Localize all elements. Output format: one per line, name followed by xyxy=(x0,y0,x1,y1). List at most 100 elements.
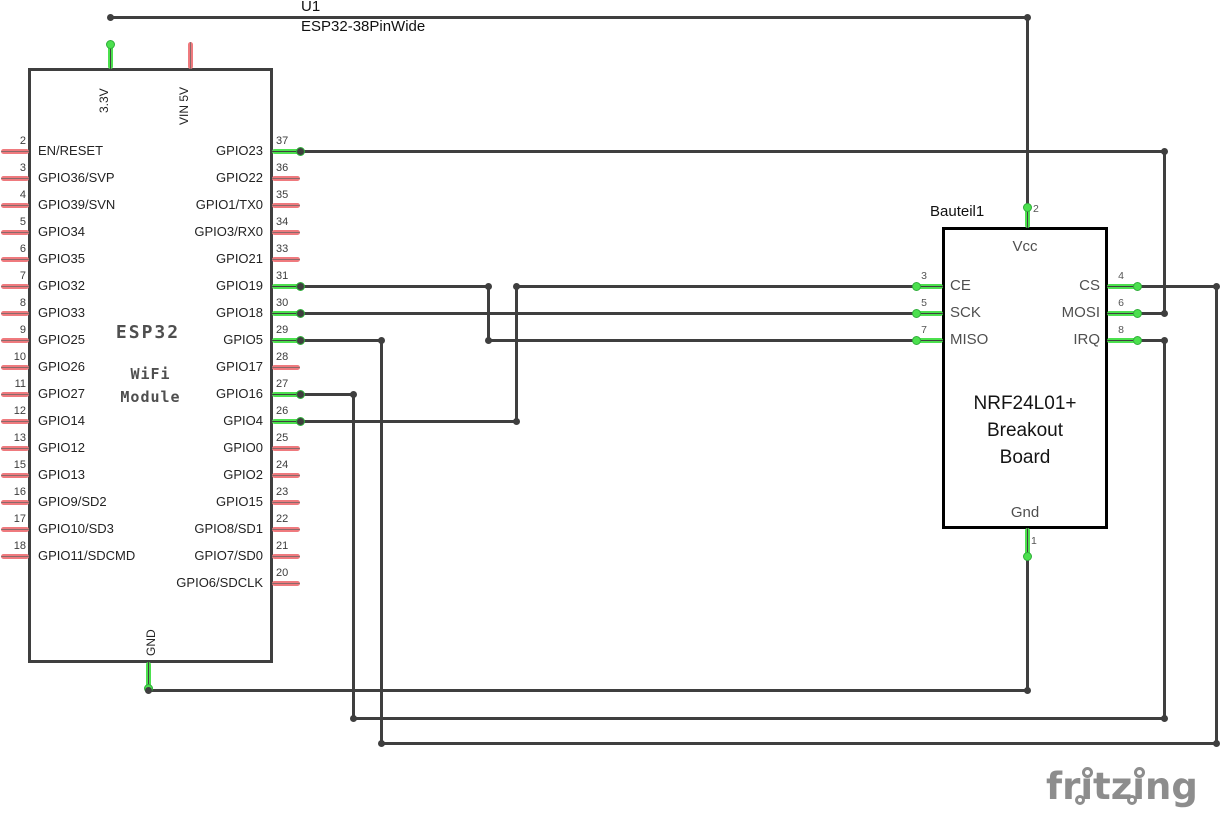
pin-nrf24-gnd[interactable] xyxy=(1024,528,1030,558)
pin-label-esp32-gpio17: GPIO17 xyxy=(216,359,263,374)
pin-esp32-gnd[interactable] xyxy=(145,662,151,690)
wire-gpio16-irq[interactable] xyxy=(352,716,1165,720)
pin-number-esp32-gpio2: 24 xyxy=(276,459,289,471)
pin-label-esp32-en-reset: EN/RESET xyxy=(38,143,104,158)
pin-esp32-gpio2[interactable] xyxy=(272,472,300,478)
pin-esp32-gpio19[interactable] xyxy=(272,283,300,289)
pin-esp32-gpio33[interactable] xyxy=(1,310,29,316)
pin-esp32-gpio23[interactable] xyxy=(272,148,300,154)
pin-label-esp32-gpio22: GPIO22 xyxy=(216,170,263,185)
wire-gpio23-mosi[interactable] xyxy=(1136,311,1165,315)
pin-label-esp32-gpio35: GPIO35 xyxy=(38,251,85,266)
pin-esp32-gpio25[interactable] xyxy=(1,337,29,343)
wire-gpio5-cs[interactable] xyxy=(380,741,1217,745)
pin-number-esp32-gpio27: 11 xyxy=(14,378,26,390)
pin-esp32-gpio34[interactable] xyxy=(1,229,29,235)
pin-esp32-gpio7-sd0[interactable] xyxy=(272,553,300,559)
pin-label-esp32-gpio15: GPIO15 xyxy=(216,494,263,509)
pin-label-esp32-gpio18: GPIO18 xyxy=(216,305,263,320)
wire-junction-dot xyxy=(1212,282,1220,290)
pin-number-nrf24-miso: 7 xyxy=(921,324,927,336)
pin-esp32-gpio16[interactable] xyxy=(272,391,300,397)
wire-gpio16-irq[interactable] xyxy=(351,393,355,719)
pin-esp32-en-reset[interactable] xyxy=(1,148,29,154)
wire-gpio4-ce[interactable] xyxy=(514,285,518,422)
pin-esp32-vin-5v[interactable] xyxy=(187,42,193,69)
pin-esp32-gpio36-svp[interactable] xyxy=(1,175,29,181)
pin-esp32-gpio14[interactable] xyxy=(1,418,29,424)
pin-nrf24-sck[interactable] xyxy=(914,310,943,316)
wire-junction-dot xyxy=(1212,739,1220,747)
wire-gpio16-irq[interactable] xyxy=(299,392,354,396)
pin-nrf24-cs[interactable] xyxy=(1107,283,1137,289)
pin-esp32-gpio17[interactable] xyxy=(272,364,300,370)
wire-gnd-gnd[interactable] xyxy=(147,688,1028,692)
pin-esp32-gpio0[interactable] xyxy=(272,445,300,451)
pin-esp32-gpio27[interactable] xyxy=(1,391,29,397)
pin-connection-point xyxy=(1132,308,1142,318)
pin-nrf24-mosi[interactable] xyxy=(1107,310,1137,316)
wire-gpio16-irq[interactable] xyxy=(1136,338,1165,342)
pin-esp32-gpio21[interactable] xyxy=(272,256,300,262)
wire-gpio5-cs[interactable] xyxy=(1214,285,1218,744)
pin-number-esp32-gpio35: 6 xyxy=(19,243,26,255)
wire-gpio4-ce[interactable] xyxy=(515,284,917,288)
pin-label-esp32-gpio12: GPIO12 xyxy=(38,440,85,455)
wire-gpio5-cs[interactable] xyxy=(1136,284,1217,288)
pin-esp32-gpio4[interactable] xyxy=(272,418,300,424)
pin-esp32-gpio35[interactable] xyxy=(1,256,29,262)
watermark-ring-icon xyxy=(1133,767,1145,778)
pin-nrf24-vcc[interactable] xyxy=(1024,205,1030,228)
pin-esp32-gpio26[interactable] xyxy=(1,364,29,370)
pin-label-esp32-gpio7-sd0: GPIO7/SD0 xyxy=(194,548,263,563)
pin-connection-point xyxy=(105,39,115,49)
watermark-pad-icon xyxy=(1127,795,1138,805)
pin-nrf24-miso[interactable] xyxy=(914,337,943,343)
wire-gnd-gnd[interactable] xyxy=(1025,555,1029,691)
pin-esp32-gpio9-sd2[interactable] xyxy=(1,499,29,505)
wire-gpio5-cs[interactable] xyxy=(299,338,382,342)
wire-junction-dot xyxy=(1160,147,1168,155)
pin-esp32-gpio12[interactable] xyxy=(1,445,29,451)
nrf24-component-body[interactable] xyxy=(942,227,1108,529)
pin-esp32-gpio11-sdcmd[interactable] xyxy=(1,553,29,559)
wire-3v3-vcc[interactable] xyxy=(109,15,1028,19)
watermark-letter: f xyxy=(1046,765,1063,808)
esp32-component-body[interactable] xyxy=(28,68,273,663)
watermark-letter: z xyxy=(1111,766,1138,808)
pin-label-nrf24-vcc: Vcc xyxy=(1012,238,1038,255)
pin-esp32-gpio15[interactable] xyxy=(272,499,300,505)
pin-number-esp32-gpio17: 28 xyxy=(276,351,289,363)
pin-number-esp32-gpio0: 25 xyxy=(276,432,289,444)
pin-label-esp32-gpio26: GPIO26 xyxy=(38,359,85,374)
pin-esp32-gpio5[interactable] xyxy=(272,337,300,343)
pin-nrf24-ce[interactable] xyxy=(914,283,943,289)
pin-esp32-gpio32[interactable] xyxy=(1,283,29,289)
pin-esp32-3-3v[interactable] xyxy=(107,42,113,69)
wire-gpio5-cs[interactable] xyxy=(379,339,383,744)
pin-number-esp32-gpio23: 37 xyxy=(276,135,289,147)
wire-gpio23-mosi[interactable] xyxy=(1162,150,1166,314)
wire-gpio16-irq[interactable] xyxy=(1162,339,1166,719)
wire-gpio19-miso[interactable] xyxy=(487,338,917,342)
pin-esp32-gpio18[interactable] xyxy=(272,310,300,316)
wire-gpio23-mosi[interactable] xyxy=(299,149,1165,153)
pin-number-esp32-gpio26: 10 xyxy=(13,351,26,363)
pin-number-esp32-gpio36-svp: 3 xyxy=(19,162,26,174)
wire-junction-dot xyxy=(377,336,385,344)
pin-esp32-gpio10-sd3[interactable] xyxy=(1,526,29,532)
pin-esp32-gpio39-svn[interactable] xyxy=(1,202,29,208)
pin-label-esp32-gpio16: GPIO16 xyxy=(216,386,263,401)
wire-gpio18-sck[interactable] xyxy=(299,311,917,315)
wire-gpio4-ce[interactable] xyxy=(299,419,517,423)
pin-esp32-gpio13[interactable] xyxy=(1,472,29,478)
pin-esp32-gpio8-sd1[interactable] xyxy=(272,526,300,532)
pin-esp32-gpio22[interactable] xyxy=(272,175,300,181)
pin-esp32-gpio1-tx0[interactable] xyxy=(272,202,300,208)
wire-3v3-vcc[interactable] xyxy=(1025,16,1029,211)
wire-gpio19-miso[interactable] xyxy=(299,284,489,288)
pin-esp32-gpio6-sdclk[interactable] xyxy=(272,580,300,586)
wire-junction-dot xyxy=(1160,336,1168,344)
pin-nrf24-irq[interactable] xyxy=(1107,337,1137,343)
pin-esp32-gpio3-rx0[interactable] xyxy=(272,229,300,235)
